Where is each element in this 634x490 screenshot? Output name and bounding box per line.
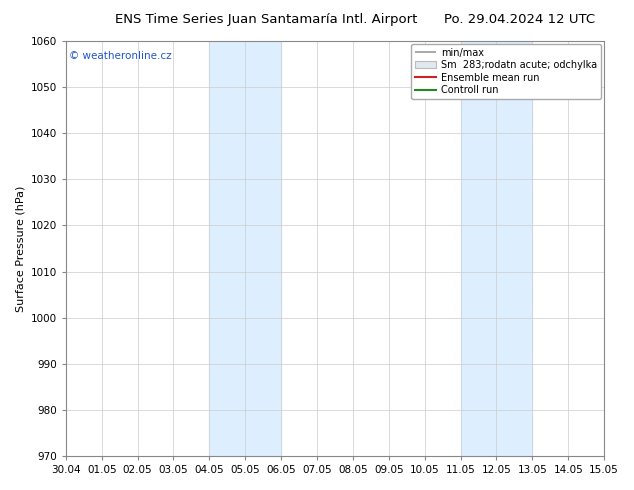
Bar bbox=[209, 41, 281, 456]
Legend: min/max, Sm  283;rodatn acute; odchylka, Ensemble mean run, Controll run: min/max, Sm 283;rodatn acute; odchylka, … bbox=[411, 44, 601, 99]
Text: Po. 29.04.2024 12 UTC: Po. 29.04.2024 12 UTC bbox=[444, 13, 595, 26]
Y-axis label: Surface Pressure (hPa): Surface Pressure (hPa) bbox=[15, 185, 25, 312]
Bar bbox=[460, 41, 533, 456]
Text: ENS Time Series Juan Santamaría Intl. Airport: ENS Time Series Juan Santamaría Intl. Ai… bbox=[115, 13, 417, 26]
Text: © weatheronline.cz: © weatheronline.cz bbox=[68, 51, 171, 61]
